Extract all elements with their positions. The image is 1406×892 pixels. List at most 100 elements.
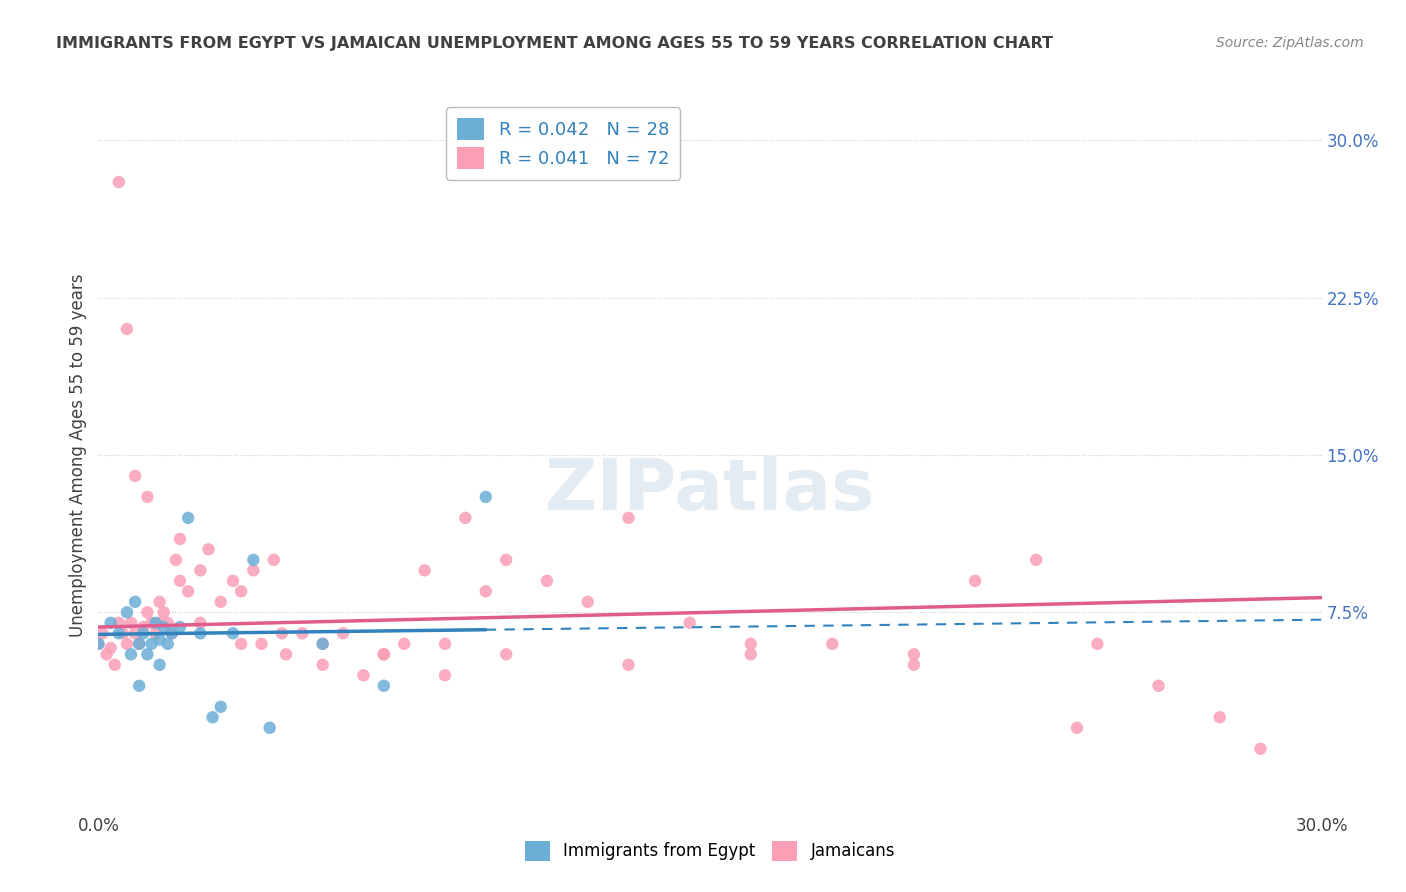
Text: ZIPatlas: ZIPatlas [546,456,875,525]
Point [169,574,191,588]
Point [87,637,110,651]
Point [352,668,374,682]
Point [312,637,335,651]
Point [242,553,264,567]
Point [222,626,245,640]
Point [156,615,179,630]
Point [231,637,253,651]
Point [291,626,314,640]
Point [1209,710,1232,724]
Point [169,620,191,634]
Point [536,574,558,588]
Point [160,626,183,640]
Point [259,721,281,735]
Point [104,657,127,672]
Point [270,626,294,640]
Point [474,490,498,504]
Point [115,322,138,336]
Point [149,632,172,647]
Point [197,542,219,557]
Point [312,657,335,672]
Point [242,563,264,577]
Point [1085,637,1108,651]
Point [474,584,498,599]
Point [617,511,640,525]
Point [617,657,640,672]
Point [312,637,335,651]
Point [576,595,599,609]
Point [124,469,146,483]
Point [152,605,174,619]
Point [250,637,273,651]
Point [165,553,187,567]
Point [128,679,150,693]
Point [495,648,517,662]
Point [274,648,297,662]
Point [965,574,987,588]
Point [177,511,200,525]
Point [145,615,167,630]
Point [128,637,150,651]
Point [413,563,436,577]
Point [149,595,172,609]
Point [120,648,142,662]
Point [188,615,212,630]
Point [108,615,131,630]
Text: Source: ZipAtlas.com: Source: ZipAtlas.com [1216,36,1364,50]
Point [1025,553,1047,567]
Point [392,637,416,651]
Point [169,532,191,546]
Legend: Immigrants from Egypt, Jamaicans: Immigrants from Egypt, Jamaicans [519,834,901,868]
Point [222,574,245,588]
Point [454,511,477,525]
Point [209,699,232,714]
Point [373,679,395,693]
Point [115,637,138,651]
Point [679,615,702,630]
Point [156,637,179,651]
Point [108,175,131,189]
Point [120,615,142,630]
Point [152,620,174,634]
Point [149,615,172,630]
Point [111,626,134,640]
Point [149,657,172,672]
Point [495,553,517,567]
Point [136,490,159,504]
Point [124,626,146,640]
Point [434,637,457,651]
Point [209,595,232,609]
Point [903,648,925,662]
Point [903,657,925,672]
Point [177,584,200,599]
Point [100,640,122,655]
Point [373,648,395,662]
Point [188,563,212,577]
Point [373,648,395,662]
Point [115,605,138,619]
Point [821,637,844,651]
Point [136,605,159,619]
Point [141,637,163,651]
Point [141,615,163,630]
Point [96,648,118,662]
Point [145,626,167,640]
Point [201,710,224,724]
Point [100,615,122,630]
Point [1147,679,1170,693]
Text: IMMIGRANTS FROM EGYPT VS JAMAICAN UNEMPLOYMENT AMONG AGES 55 TO 59 YEARS CORRELA: IMMIGRANTS FROM EGYPT VS JAMAICAN UNEMPL… [56,36,1053,51]
Point [332,626,354,640]
Point [740,648,762,662]
Point [1249,741,1271,756]
Point [108,626,131,640]
Point [160,626,183,640]
Point [124,595,146,609]
Point [188,626,212,640]
Point [91,626,114,640]
Y-axis label: Unemployment Among Ages 55 to 59 years: Unemployment Among Ages 55 to 59 years [69,273,87,637]
Point [132,620,155,634]
Point [132,626,155,640]
Point [87,637,110,651]
Point [740,637,762,651]
Point [136,648,159,662]
